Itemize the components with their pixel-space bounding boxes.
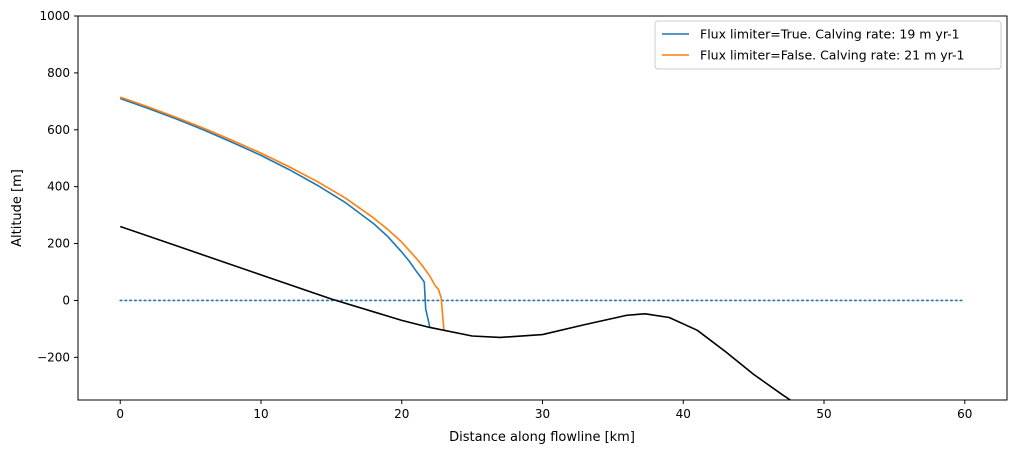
legend-label-flux-true: Flux limiter=True. Calving rate: 19 m yr…	[700, 27, 960, 42]
x-tick-label: 10	[253, 407, 268, 421]
series-flux-limiter-true-line	[119, 97, 431, 328]
x-tick-label: 40	[676, 407, 691, 421]
legend-label-flux-false: Flux limiter=False. Calving rate: 21 m y…	[700, 48, 964, 63]
legend: Flux limiter=True. Calving rate: 19 m yr…	[654, 20, 1002, 70]
bed-topography-line	[119, 225, 791, 400]
x-tick-label: 20	[394, 407, 409, 421]
x-tick-label: 50	[816, 407, 831, 421]
series-layer	[119, 96, 966, 400]
y-tick-label: 400	[47, 180, 70, 194]
x-tick-label: 0	[116, 407, 124, 421]
x-axis: 0 10 20 30 40 50 60	[116, 400, 972, 421]
y-tick-label: 0	[62, 293, 70, 307]
y-tick-label: 800	[47, 66, 70, 80]
y-tick-label: 200	[47, 237, 70, 251]
y-tick-label: 1000	[39, 9, 70, 23]
y-axis: −200 0 200 400 600 800 1000	[37, 9, 78, 364]
plot-area	[78, 16, 1007, 400]
y-tick-label: 600	[47, 123, 70, 137]
x-tick-label: 30	[535, 407, 550, 421]
x-axis-label: Distance along flowline [km]	[449, 430, 635, 445]
series-flux-limiter-false-line	[119, 96, 445, 331]
y-axis-label: Altitude [m]	[10, 169, 25, 247]
y-tick-label: −200	[37, 350, 70, 364]
x-tick-label: 60	[957, 407, 972, 421]
legend-box	[654, 20, 1002, 70]
